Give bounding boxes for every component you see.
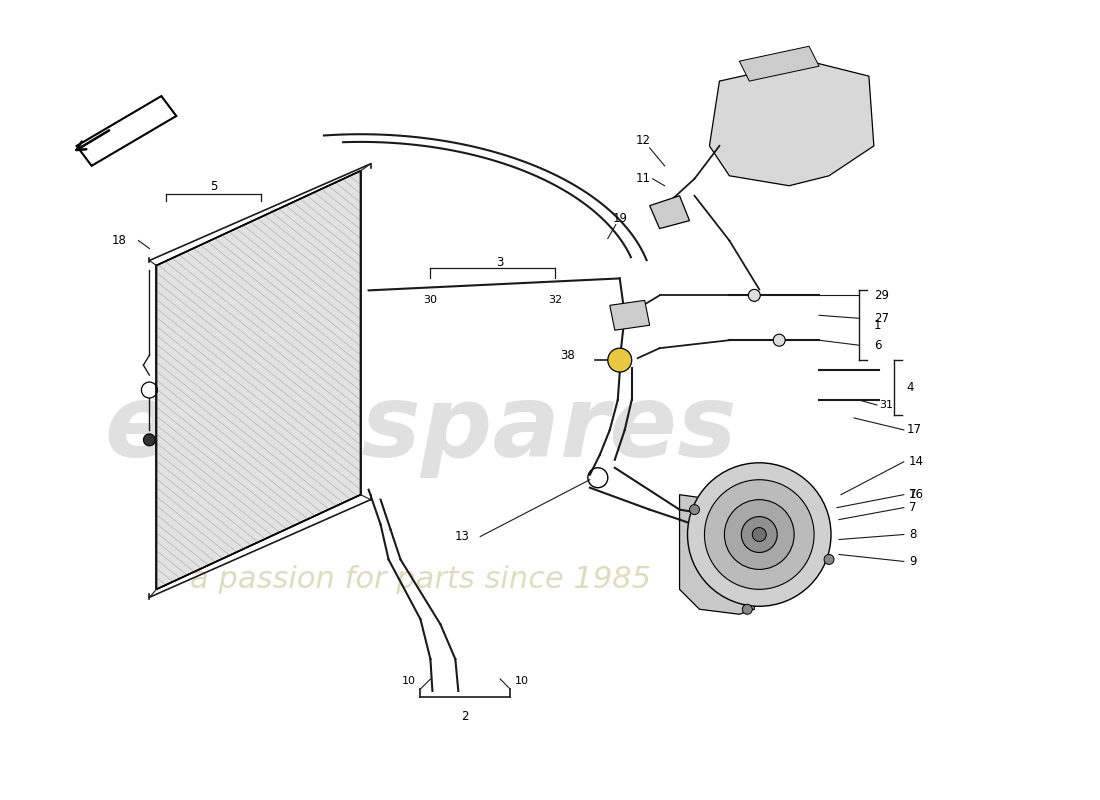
Polygon shape: [739, 46, 820, 81]
Circle shape: [752, 527, 767, 542]
Text: 5: 5: [210, 180, 218, 194]
Text: 7: 7: [909, 488, 916, 501]
Text: 14: 14: [909, 455, 924, 468]
Text: 10: 10: [515, 676, 529, 686]
Text: 3: 3: [496, 256, 504, 269]
Text: 9: 9: [909, 555, 916, 568]
Circle shape: [824, 554, 834, 565]
Polygon shape: [680, 494, 755, 614]
Text: 31: 31: [879, 400, 893, 410]
Polygon shape: [609, 300, 650, 330]
Circle shape: [704, 480, 814, 590]
Text: 16: 16: [909, 488, 924, 501]
Text: eurospares: eurospares: [104, 382, 737, 478]
Text: 6: 6: [873, 338, 881, 352]
Circle shape: [690, 505, 700, 514]
Text: a passion for parts since 1985: a passion for parts since 1985: [190, 565, 651, 594]
Polygon shape: [650, 196, 690, 229]
Text: 38: 38: [560, 349, 575, 362]
Text: 10: 10: [402, 676, 416, 686]
Text: 12: 12: [635, 134, 650, 147]
Text: 32: 32: [548, 295, 562, 306]
Text: 13: 13: [455, 530, 470, 543]
Circle shape: [742, 604, 752, 614]
Circle shape: [748, 290, 760, 302]
Circle shape: [143, 434, 155, 446]
Text: 30: 30: [424, 295, 438, 306]
Text: 19: 19: [613, 212, 627, 225]
Text: 18: 18: [112, 234, 126, 247]
Circle shape: [773, 334, 785, 346]
Polygon shape: [156, 170, 361, 590]
Text: 8: 8: [909, 528, 916, 541]
Circle shape: [608, 348, 631, 372]
Text: 17: 17: [906, 423, 922, 436]
Text: 27: 27: [873, 312, 889, 325]
Circle shape: [688, 462, 830, 606]
Text: 2: 2: [462, 710, 469, 723]
Text: 7: 7: [909, 501, 916, 514]
Text: 29: 29: [873, 289, 889, 302]
Circle shape: [741, 517, 778, 553]
Text: 4: 4: [906, 381, 914, 394]
Circle shape: [725, 500, 794, 570]
Polygon shape: [710, 61, 873, 186]
Text: 1: 1: [873, 318, 881, 332]
Text: 11: 11: [635, 172, 650, 186]
